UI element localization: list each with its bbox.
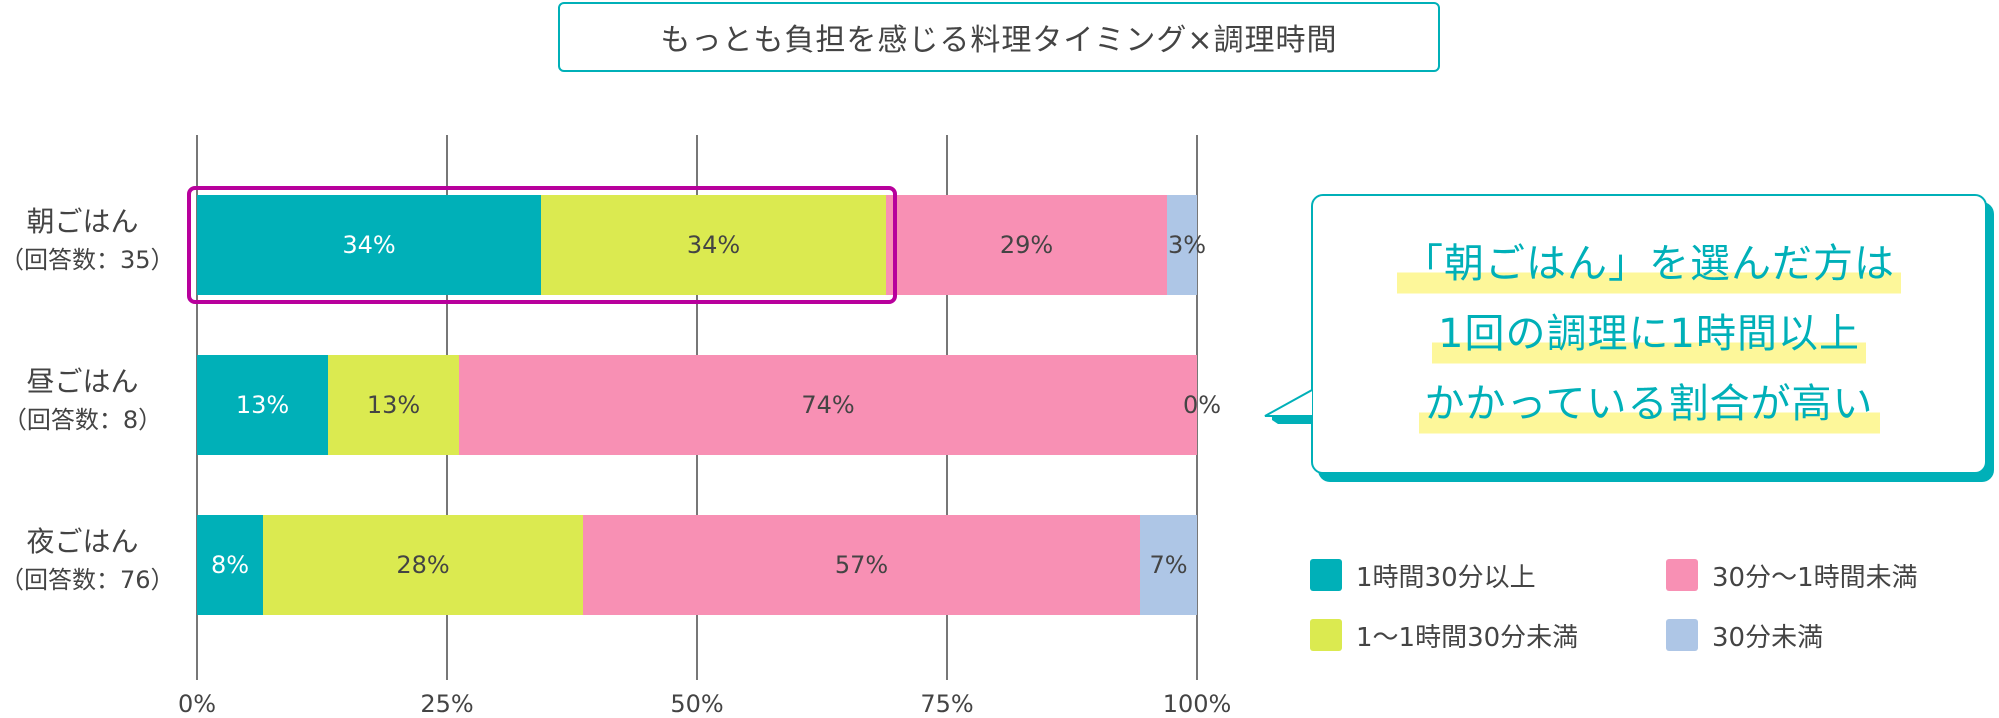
row-label-main: 昼ごはん — [26, 365, 139, 398]
x-tick-label: 75% — [920, 690, 974, 718]
data-label: 34% — [686, 231, 741, 259]
bar-dinner: 8% 28% 57% 7% — [197, 515, 1197, 615]
chart-title: もっとも負担を感じる料理タイミング×調理時間 — [558, 2, 1440, 72]
legend-swatch-icon — [1666, 559, 1698, 591]
bar-breakfast: 34% 34% 29% 3% — [197, 195, 1206, 295]
legend-item: 1時間30分以上 — [1310, 555, 1666, 595]
bar-segment: 74% — [459, 355, 1197, 455]
data-label: 3% — [1167, 231, 1207, 259]
bar-segment: 34% — [541, 195, 886, 295]
bar-segment: 3% — [1167, 195, 1206, 295]
row-label-count: （回答数：8） — [2, 406, 163, 434]
legend: 1時間30分以上 30分〜1時間未満 1〜1時間30分未満 30分未満 — [1310, 555, 1990, 655]
legend-swatch-icon — [1666, 619, 1698, 651]
callout-text-line: 1回の調理に1時間以上 — [1432, 299, 1866, 369]
legend-label: 1時間30分以上 — [1356, 562, 1536, 593]
row-label-lunch: 昼ごはん （回答数：8） — [0, 362, 165, 438]
highlight-box — [187, 186, 897, 304]
legend-swatch-icon — [1310, 619, 1342, 651]
bar-segment: 57% — [583, 515, 1140, 615]
legend-label: 1〜1時間30分未満 — [1356, 622, 1579, 653]
data-label: 29% — [999, 231, 1054, 259]
x-tick-label: 50% — [670, 690, 724, 718]
legend-item: 1〜1時間30分未満 — [1310, 615, 1666, 655]
row-label-main: 夜ごはん — [26, 525, 139, 558]
bar-segment: 8% — [197, 515, 263, 615]
callout-bubble: 「朝ごはん」を選んだ方は 1回の調理に1時間以上 かかっている割合が高い — [1311, 194, 1987, 474]
data-label: 34% — [342, 231, 396, 259]
bar-segment: 13% — [197, 355, 328, 455]
data-label: 13% — [235, 391, 290, 419]
data-label: 7% — [1149, 551, 1188, 579]
legend-label: 30分未満 — [1712, 622, 1824, 653]
bar-segment: 28% — [263, 515, 583, 615]
legend-item: 30分未満 — [1666, 615, 1986, 655]
data-label: 8% — [210, 551, 250, 579]
legend-label: 30分〜1時間未満 — [1712, 562, 1918, 593]
row-label-breakfast: 朝ごはん （回答数：35） — [0, 202, 175, 278]
data-label: 57% — [834, 551, 889, 579]
data-label: 74% — [801, 391, 855, 419]
bar-segment: 7% — [1140, 515, 1197, 615]
x-tick-label: 0% — [177, 690, 217, 718]
legend-swatch-icon — [1310, 559, 1342, 591]
callout-text-line: かかっている割合が高い — [1418, 369, 1880, 439]
row-label-count: （回答数：35） — [0, 246, 175, 274]
row-label-dinner: 夜ごはん （回答数：76） — [0, 522, 175, 598]
bar-segment: 13% — [328, 355, 459, 455]
legend-item: 30分〜1時間未満 — [1666, 555, 1986, 595]
bar-segment: 34% — [197, 195, 541, 295]
bar-segment: 29% — [886, 195, 1167, 295]
bar-lunch: 13% 13% 74% 0% — [197, 355, 1221, 455]
row-label-count: （回答数：76） — [0, 566, 175, 594]
x-tick-label: 100% — [1162, 690, 1232, 718]
x-tick-label: 25% — [420, 690, 474, 718]
callout-tail-icon — [1264, 374, 1313, 424]
row-label-main: 朝ごはん — [26, 205, 139, 238]
callout-text-line: 「朝ごはん」を選んだ方は — [1397, 229, 1901, 299]
data-label: 28% — [396, 551, 450, 579]
data-label: 0% — [1183, 391, 1222, 419]
data-label: 13% — [366, 391, 421, 419]
gridline-100 — [1196, 135, 1198, 680]
